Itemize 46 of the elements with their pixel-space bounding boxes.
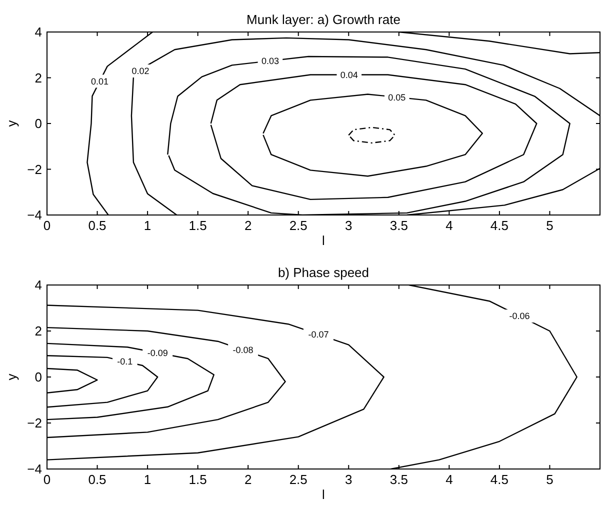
y-tick-label: −2 [27,162,42,177]
y-tick-label: −2 [27,416,42,431]
x-tick-label: 4.5 [490,218,508,233]
x-tick-label: 2.5 [289,472,308,487]
series-label: -0.08 [232,345,254,356]
x-axis-title: l [322,487,326,502]
series-label: -0.06 [509,311,530,322]
series-label: -0.07 [308,330,329,340]
x-tick-label: 4.5 [490,472,508,487]
x-tick-label: 3.5 [390,218,408,233]
y-tick-label: −4 [27,208,42,223]
x-axis-title: l [322,233,326,248]
series-label: 0.05 [388,92,406,102]
x-tick-label: 4 [446,218,453,233]
series-label: -0.09 [147,348,168,358]
y-tick-label: 4 [34,278,42,293]
y-tick-label: 2 [34,70,42,86]
chart-title: b) Phase speed [278,265,370,280]
y-tick-label: −4 [27,462,42,477]
series-label: -0.1 [117,356,133,367]
x-tick-label: 2.5 [289,218,308,233]
y-axis-title: y [4,120,19,127]
chart-title: Munk layer: a) Growth rate [246,12,400,27]
series-label: 0.03 [261,56,279,66]
series-label: 0.01 [91,76,109,86]
x-tick-label: 3 [345,218,352,233]
x-tick-label: 3.5 [390,472,408,487]
series-label: 0.02 [132,66,150,76]
x-tick-label: 5 [546,472,554,487]
x-tick-label: 5 [546,218,554,233]
x-tick-label: 1 [144,218,152,233]
x-tick-label: 2 [244,472,252,487]
series-label: 0.04 [340,70,358,80]
x-tick-label: 0.5 [88,472,106,487]
x-tick-label: 1.5 [188,218,207,233]
x-tick-label: 2 [244,218,252,233]
y-tick-label: 2 [34,324,42,339]
y-tick-label: 4 [34,24,42,40]
y-tick-label: 0 [34,370,42,385]
x-tick-label: 3 [345,472,352,487]
y-axis-title: y [4,373,19,380]
x-tick-label: 1.5 [188,472,207,487]
x-tick-label: 0.5 [88,218,106,233]
y-tick-label: 0 [34,116,42,132]
x-tick-label: 4 [446,472,453,487]
x-tick-label: 1 [144,472,152,487]
